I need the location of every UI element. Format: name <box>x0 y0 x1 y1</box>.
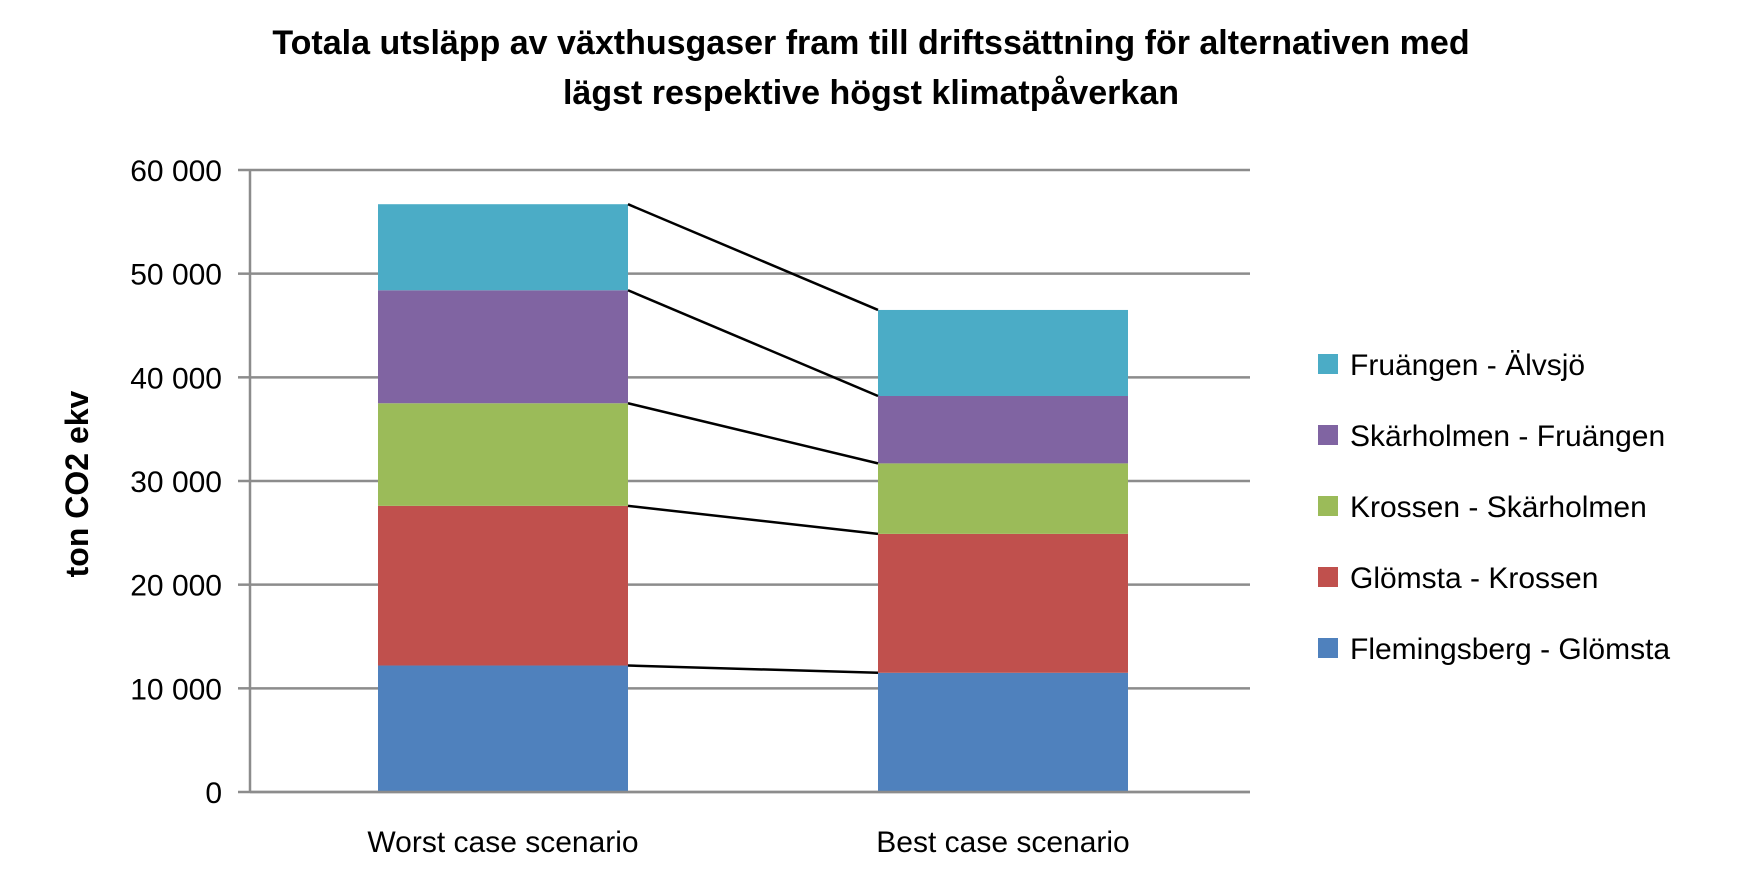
bar-segment <box>378 290 628 404</box>
series-connector-line <box>627 664 879 675</box>
y-tick-label: 60 000 <box>130 155 222 188</box>
y-tick-label: 10 000 <box>130 673 222 706</box>
series-connector-lines <box>627 203 879 675</box>
legend-label: Fruängen - Älvsjö <box>1350 349 1585 382</box>
series-connector-line <box>627 402 879 465</box>
x-category-label: Best case scenario <box>876 826 1129 859</box>
bar-segment <box>878 533 1128 673</box>
bar-segment <box>878 672 1128 792</box>
legend-swatch <box>1318 567 1338 587</box>
series-connector-line <box>627 289 879 398</box>
legend-label: Skärholmen - Fruängen <box>1350 420 1665 453</box>
bar-segment <box>878 309 1128 396</box>
chart-title-line-1: Totala utsläpp av växthusgaser fram till… <box>272 24 1469 62</box>
y-tick-label: 20 000 <box>130 570 222 603</box>
legend-swatch <box>1318 354 1338 374</box>
series-connector-line <box>627 504 879 536</box>
chart-title-line-2: lägst respektive högst klimatpåverkan <box>563 74 1179 112</box>
bar-segment <box>378 665 628 792</box>
bars <box>378 204 1128 792</box>
legend-label: Flemingsberg - Glömsta <box>1350 633 1670 666</box>
bar-segment <box>378 403 628 506</box>
axes: 0 10 000 20 000 30 000 40 000 50 000 60 000 Wor… <box>130 155 1250 859</box>
legend: Fruängen - Älvsjö Skärholmen - Fruängen Kr… <box>1318 349 1670 666</box>
legend-swatch <box>1318 638 1338 658</box>
y-tick-label: 30 000 <box>130 466 222 499</box>
legend-label: Krossen - Skärholmen <box>1350 491 1647 524</box>
x-category-label: Worst case scenario <box>367 826 638 859</box>
bar-segment <box>878 395 1128 464</box>
bar-segment <box>378 204 628 291</box>
y-tick-label: 50 000 <box>130 259 222 292</box>
bar-segment <box>378 505 628 666</box>
legend-swatch <box>1318 425 1338 445</box>
y-axis-label: ton CO2 ekv <box>59 390 95 577</box>
legend-swatch <box>1318 496 1338 516</box>
legend-label: Glömsta - Krossen <box>1350 562 1598 595</box>
y-tick-label: 0 <box>205 777 222 810</box>
bar-segment <box>878 463 1128 534</box>
y-tick-label: 40 000 <box>130 362 222 395</box>
series-connector-line <box>627 203 879 312</box>
